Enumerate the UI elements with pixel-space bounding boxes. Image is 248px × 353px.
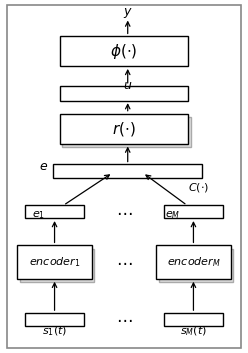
Text: $r(\cdot)$: $r(\cdot)$ — [112, 120, 136, 138]
Text: $u$: $u$ — [123, 79, 132, 92]
Bar — [159, 249, 233, 282]
Bar — [164, 205, 223, 218]
Bar — [60, 86, 188, 101]
Bar — [164, 313, 223, 326]
Text: $s_M(t)$: $s_M(t)$ — [180, 324, 207, 337]
Bar — [25, 205, 84, 218]
Bar — [20, 249, 94, 282]
Text: $encoder_1$: $encoder_1$ — [29, 255, 80, 269]
Bar — [156, 245, 231, 279]
Text: $\cdots$: $\cdots$ — [116, 311, 132, 328]
Bar — [60, 36, 188, 66]
Bar — [25, 313, 84, 326]
Text: $C(\cdot)$: $C(\cdot)$ — [188, 181, 210, 194]
Bar — [17, 245, 92, 279]
Text: $encoder_M$: $encoder_M$ — [167, 255, 220, 269]
Text: $s_1(t)$: $s_1(t)$ — [42, 324, 67, 337]
Text: $e_1$: $e_1$ — [32, 209, 45, 221]
Bar — [62, 117, 191, 148]
Text: $\phi(\cdot)$: $\phi(\cdot)$ — [110, 42, 138, 61]
Bar — [60, 114, 188, 144]
Text: $y$: $y$ — [123, 6, 133, 20]
Text: $\cdots$: $\cdots$ — [116, 253, 132, 271]
Text: $e_M$: $e_M$ — [165, 209, 180, 221]
Text: $e$: $e$ — [39, 161, 48, 173]
Bar — [53, 164, 202, 178]
Text: $\cdots$: $\cdots$ — [116, 203, 132, 221]
